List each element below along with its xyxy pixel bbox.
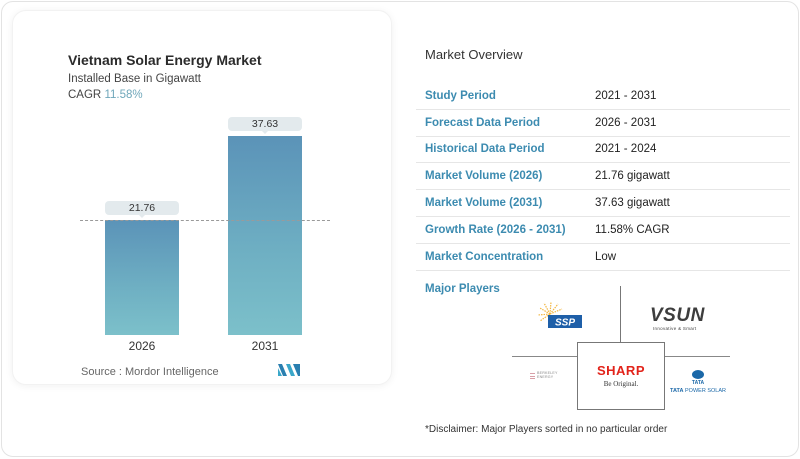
disclaimer-text: *Disclaimer: Major Players sorted in no … (425, 424, 668, 435)
table-row: Market Volume (2026) 21.76 gigawatt (416, 163, 790, 191)
row-value: 2026 - 2031 (595, 116, 657, 129)
tata-emblem-icon (692, 370, 704, 379)
vsun-tagline: Innovative & Smart (653, 326, 697, 331)
berkeley-line2: ENERGY (537, 374, 554, 379)
table-row: Market Volume (2031) 37.63 gigawatt (416, 190, 790, 217)
cagr-value: 11.58% (104, 89, 143, 101)
berkeley-energy-logo: BERKELEY ENERGY (530, 371, 558, 380)
tata-wordmark: TATA (691, 380, 705, 386)
table-row: Historical Data Period 2021 - 2024 (416, 137, 790, 164)
x-axis-label-2026: 2026 (128, 339, 156, 353)
sharp-logo: SHARP Be Original. (577, 342, 665, 410)
berkeley-line1: BERKELEY (537, 371, 558, 375)
chart-card (12, 10, 392, 385)
major-players-label: Major Players (425, 283, 500, 295)
sharp-tagline: Be Original. (603, 380, 639, 388)
row-value: 2021 - 2031 (595, 89, 657, 102)
row-value: 2021 - 2024 (595, 143, 657, 156)
mordor-intelligence-logo-icon (278, 364, 300, 376)
sharp-wordmark: SHARP (596, 363, 645, 378)
source-text: Source : Mordor Intelligence (81, 366, 219, 378)
row-key: Forecast Data Period (425, 116, 541, 129)
players-divider (512, 356, 578, 357)
chart-subtitle: Installed Base in Gigawatt (68, 73, 201, 85)
players-divider (620, 286, 621, 342)
table-row: Market Concentration Low (416, 244, 790, 271)
row-key: Market Concentration (425, 250, 544, 263)
market-overview-table: Study Period 2021 - 2031 Forecast Data P… (416, 83, 790, 271)
ssp-logo: SSP (537, 301, 584, 332)
reference-dashed-line (80, 220, 330, 221)
row-key: Market Volume (2026) (425, 170, 543, 183)
svg-text:SSP: SSP (555, 318, 575, 329)
row-key: Historical Data Period (425, 143, 545, 156)
row-value: Low (595, 250, 617, 263)
vsun-logo: VSUN Innovative & Smart (650, 305, 720, 332)
ssp-sun-icon: SSP (537, 301, 582, 329)
table-row: Forecast Data Period 2026 - 2031 (416, 110, 790, 137)
row-value: 37.63 gigawatt (595, 197, 670, 210)
bar-2031 (228, 136, 302, 335)
table-row: Growth Rate (2026 - 2031) 11.58% CAGR (416, 217, 790, 244)
tata-full-name: TATA POWER SOLAR (670, 388, 726, 394)
cagr-label: CAGR (68, 89, 102, 101)
row-value: 11.58% CAGR (595, 223, 670, 236)
table-row: Study Period 2021 - 2031 (416, 83, 790, 110)
row-key: Market Volume (2031) (425, 197, 543, 210)
bar-value-label-2031: 37.63 (228, 117, 302, 134)
market-overview-title: Market Overview (425, 47, 523, 62)
tata-power-solar-logo: TATA TATA POWER SOLAR (668, 370, 728, 394)
bar-2026 (105, 220, 179, 335)
chart-cagr: CAGR 11.58% (68, 89, 143, 101)
berkeley-bars-icon (530, 372, 535, 379)
row-value: 21.76 gigawatt (595, 170, 670, 183)
chart-title: Vietnam Solar Energy Market (68, 52, 262, 68)
vsun-wordmark: VSUN (650, 305, 705, 326)
bar-value-label-2026: 21.76 (105, 201, 179, 218)
row-key: Study Period (425, 89, 496, 102)
players-divider (665, 356, 730, 357)
x-axis-label-2031: 2031 (251, 339, 279, 353)
row-key: Growth Rate (2026 - 2031) (425, 223, 566, 236)
